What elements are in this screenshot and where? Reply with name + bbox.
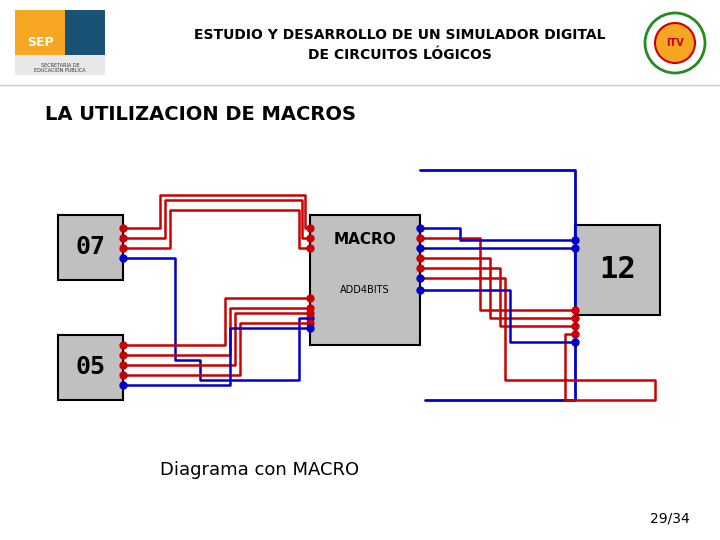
Text: 07: 07 <box>76 235 106 260</box>
Bar <box>575 225 660 315</box>
Text: ESTUDIO Y DESARROLLO DE UN SIMULADOR DIGITAL: ESTUDIO Y DESARROLLO DE UN SIMULADOR DIG… <box>194 28 606 42</box>
Text: SECRETARÍA DE
EDUCACIÓN PÚBLICA: SECRETARÍA DE EDUCACIÓN PÚBLICA <box>34 63 86 73</box>
Text: LA UTILIZACION DE MACROS: LA UTILIZACION DE MACROS <box>45 105 356 125</box>
Circle shape <box>655 23 695 63</box>
Text: 12: 12 <box>599 255 636 285</box>
Text: ADD4BITS: ADD4BITS <box>340 285 390 295</box>
Text: 05: 05 <box>76 355 106 380</box>
Bar <box>310 215 420 345</box>
Bar <box>15 55 105 75</box>
Text: Diagrama con MACRO: Diagrama con MACRO <box>161 461 359 479</box>
Text: SEP: SEP <box>27 37 53 50</box>
Text: ITV: ITV <box>666 38 684 48</box>
Bar <box>58 215 123 280</box>
Bar <box>15 10 65 75</box>
Text: MACRO: MACRO <box>333 233 397 247</box>
Text: DE CIRCUITOS LÓGICOS: DE CIRCUITOS LÓGICOS <box>308 48 492 62</box>
Bar <box>58 335 123 400</box>
Bar <box>0 0 720 85</box>
Text: 29/34: 29/34 <box>650 511 690 525</box>
Bar <box>65 10 105 75</box>
